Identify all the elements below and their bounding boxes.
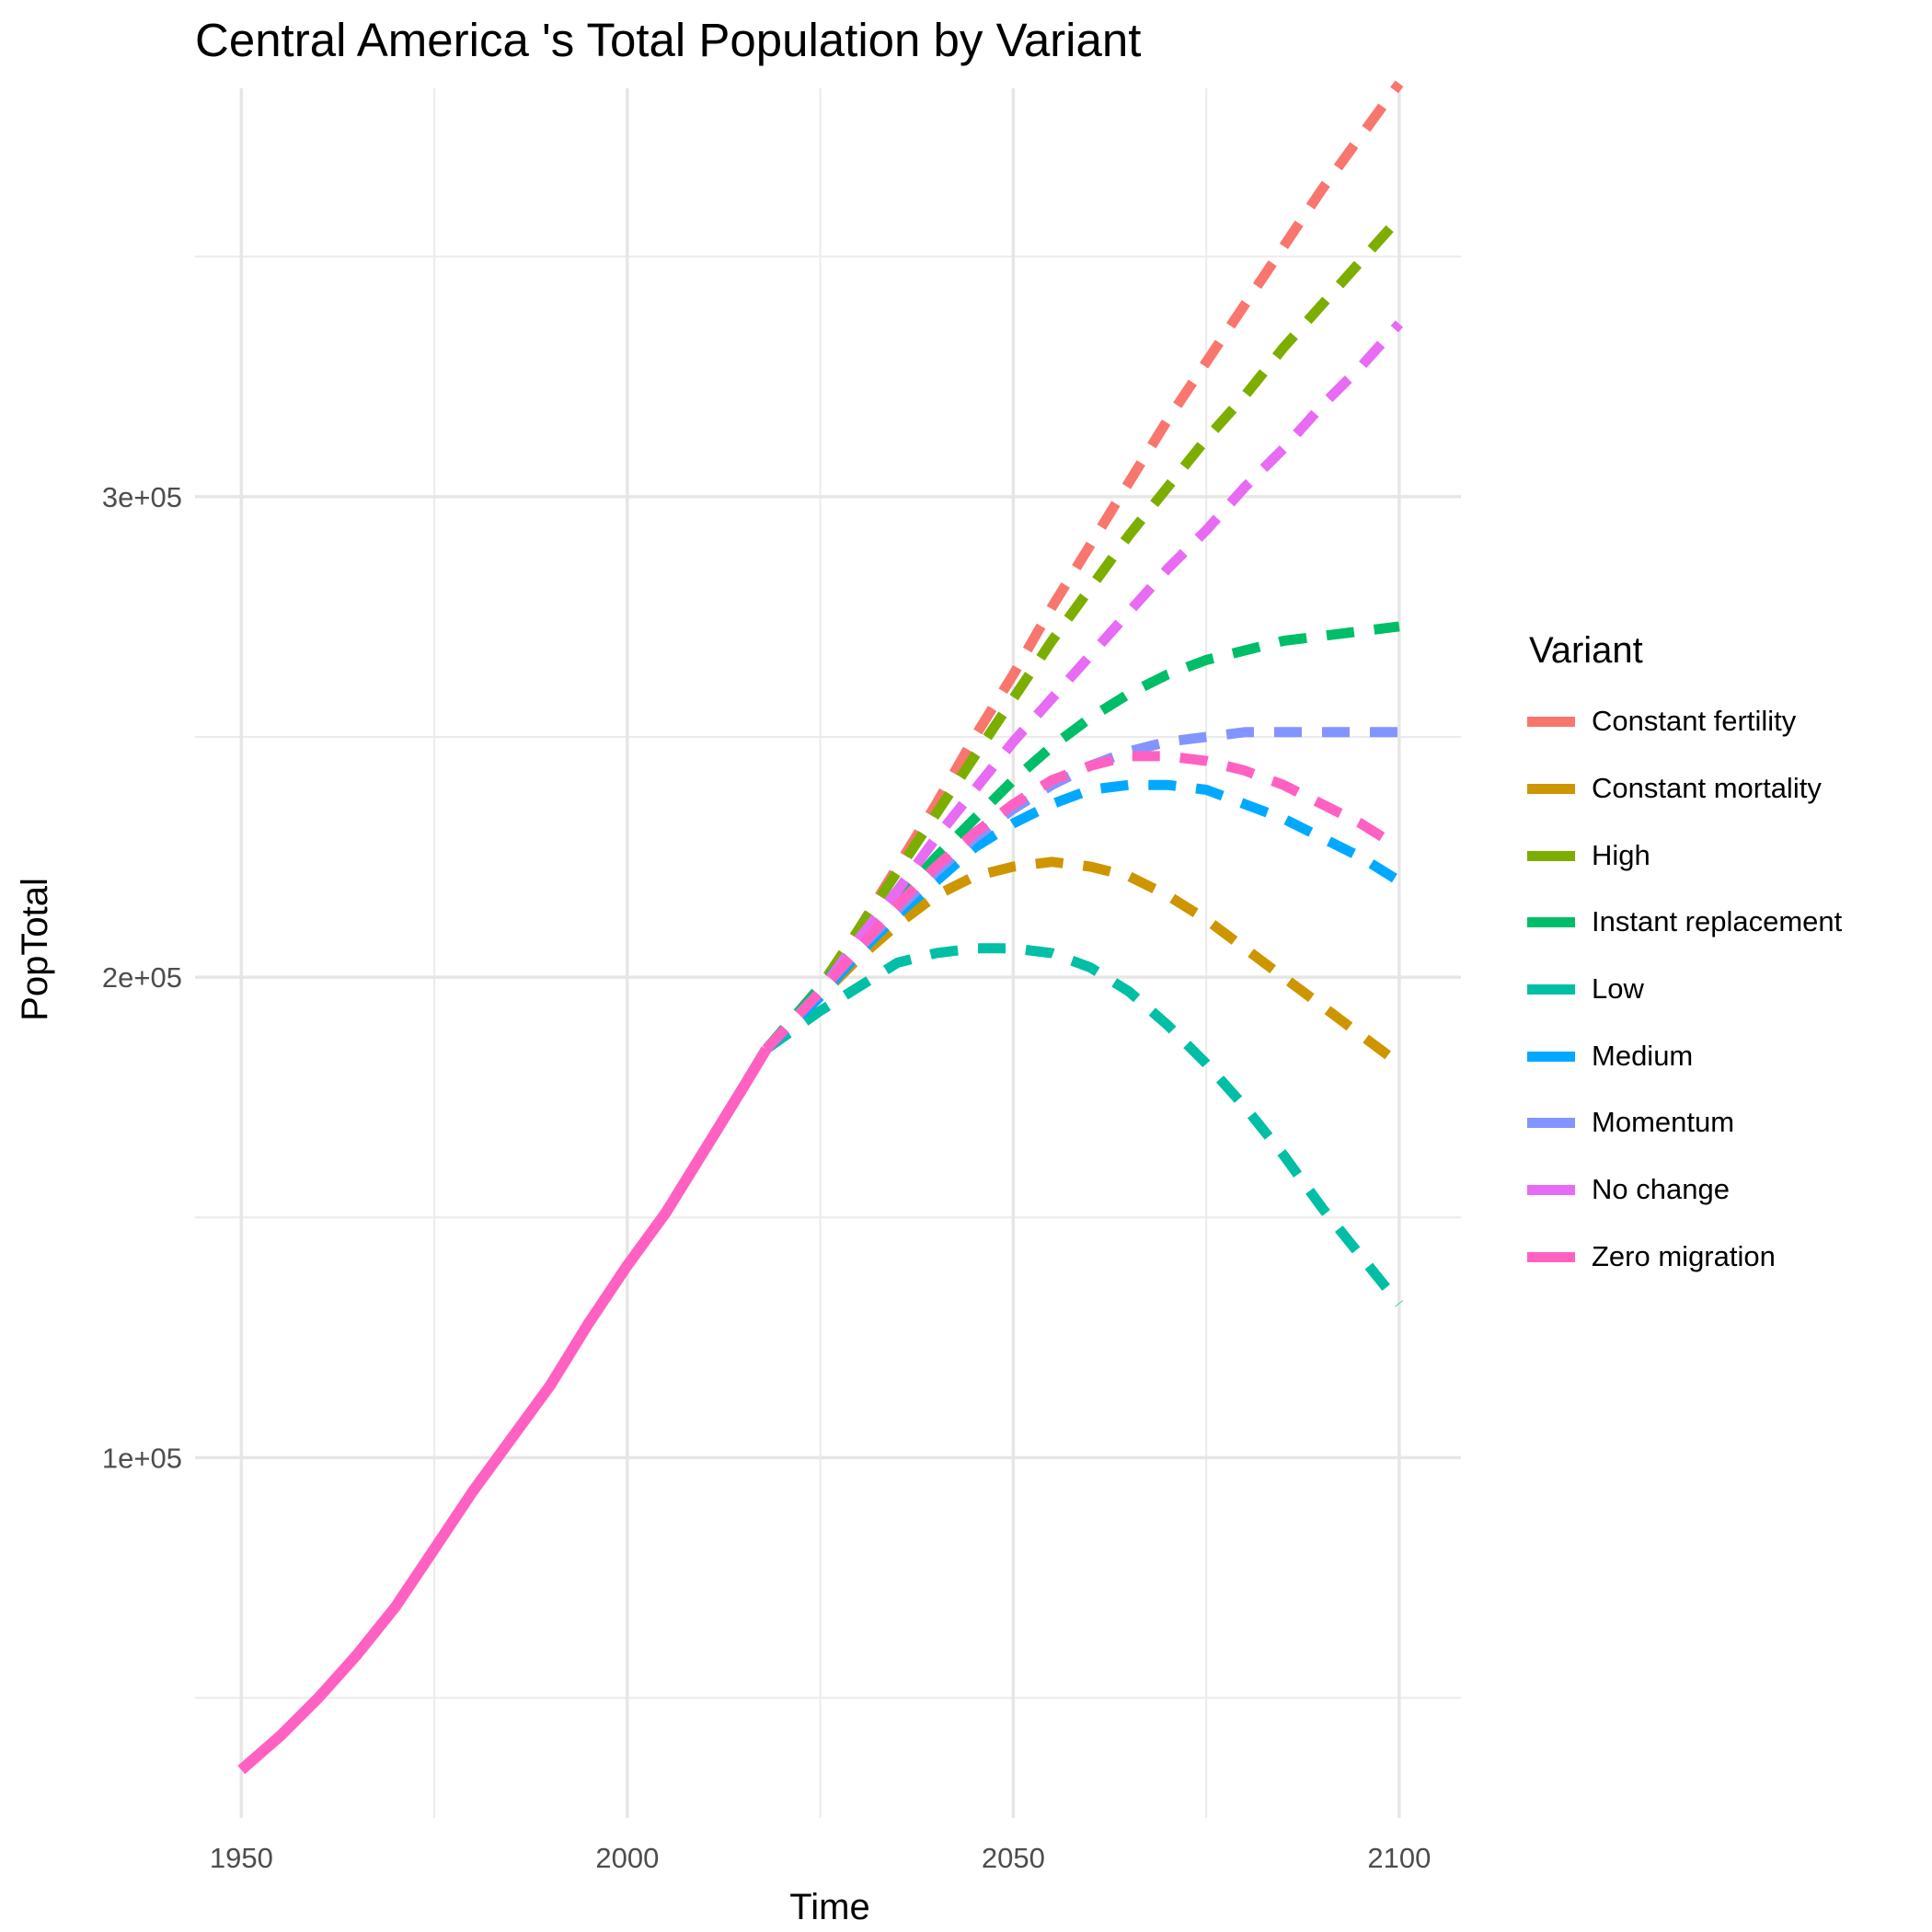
x-tick-label: 2000 xyxy=(595,1842,659,1874)
series-line-zero-migration xyxy=(762,751,1402,1053)
legend-item: Constant fertility xyxy=(1527,688,1842,755)
legend-label: High xyxy=(1592,838,1650,871)
series-line-momentum xyxy=(762,727,1399,1053)
legend-key xyxy=(1527,1023,1575,1089)
series-line-constant-fertility xyxy=(762,80,1404,1053)
legend-swatch xyxy=(1527,917,1575,928)
legend-swatch xyxy=(1527,984,1575,995)
legend-item: Momentum xyxy=(1527,1089,1842,1156)
legend-swatch xyxy=(1527,1185,1575,1196)
legend-label: Constant fertility xyxy=(1592,705,1797,738)
legend-item: Medium xyxy=(1527,1022,1842,1089)
chart-title: Central America 's Total Population by V… xyxy=(195,14,1142,66)
series-line-low xyxy=(763,943,1404,1307)
legend-swatch xyxy=(1527,850,1575,861)
x-tick-labels: 1950 2000 2050 2100 xyxy=(210,1842,1432,1874)
x-tick-label: 1950 xyxy=(210,1842,273,1874)
historical-line xyxy=(237,1046,772,1775)
legend-key xyxy=(1527,1224,1575,1290)
legend-label: Zero migration xyxy=(1592,1239,1776,1272)
y-tick-label: 3e+05 xyxy=(102,481,182,513)
legend-key xyxy=(1527,889,1575,955)
legend-item: High xyxy=(1527,822,1842,889)
legend-label: No change xyxy=(1592,1173,1730,1206)
y-tick-labels: 1e+05 2e+05 3e+05 xyxy=(102,481,182,1474)
x-tick-label: 2050 xyxy=(982,1842,1045,1874)
legend-item: Zero migration xyxy=(1527,1224,1842,1291)
legend-item: Constant mortality xyxy=(1527,755,1842,822)
legend-items: Constant fertility Constant mortality High… xyxy=(1527,688,1842,1290)
legend-key xyxy=(1527,822,1575,889)
legend-item: No change xyxy=(1527,1156,1842,1224)
legend-key xyxy=(1527,755,1575,822)
legend-key xyxy=(1527,1156,1575,1223)
legend-swatch xyxy=(1527,1118,1575,1129)
grid-lines xyxy=(195,88,1461,1818)
x-tick-label: 2100 xyxy=(1367,1842,1431,1874)
legend-title: Variant xyxy=(1529,630,1643,671)
legend-label: Low xyxy=(1592,972,1644,1006)
legend-label: Medium xyxy=(1592,1039,1694,1072)
legend-swatch xyxy=(1527,717,1575,728)
legend-key xyxy=(1527,956,1575,1022)
legend-label: Momentum xyxy=(1592,1106,1735,1139)
y-axis-title: PopTotal xyxy=(15,878,55,1021)
series-line-instant-replacement xyxy=(762,621,1400,1053)
legend-label: Constant mortality xyxy=(1592,772,1822,805)
y-tick-label: 2e+05 xyxy=(102,961,182,994)
legend-key xyxy=(1527,688,1575,754)
legend-label: Instant replacement xyxy=(1592,905,1843,938)
legend-swatch xyxy=(1527,1251,1575,1262)
y-tick-label: 1e+05 xyxy=(102,1442,182,1474)
legend: Variant Constant fertility Constant morta… xyxy=(1527,630,1842,1290)
legend-swatch xyxy=(1527,784,1575,795)
legend-item: Instant replacement xyxy=(1527,889,1842,956)
legend-item: Low xyxy=(1527,956,1842,1023)
series-lines xyxy=(237,80,1404,1775)
legend-swatch xyxy=(1527,1051,1575,1062)
x-axis-title: Time xyxy=(789,1887,869,1927)
series-line-high xyxy=(762,214,1404,1053)
series-line-constant-mortality xyxy=(763,857,1403,1068)
legend-key xyxy=(1527,1089,1575,1156)
